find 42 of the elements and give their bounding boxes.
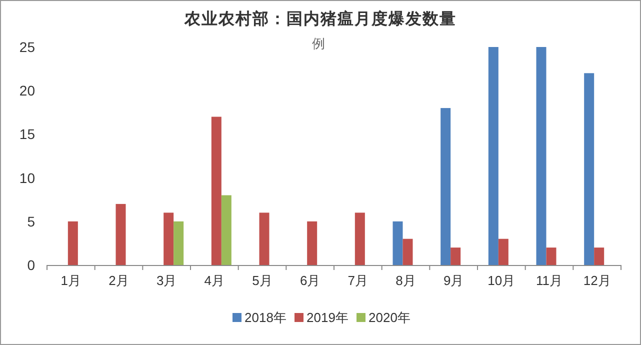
x-tick-label: 5月 (252, 273, 272, 288)
y-tick-label: 20 (19, 82, 36, 99)
bar (594, 248, 604, 265)
x-tick-label: 10月 (488, 273, 516, 288)
bar (546, 248, 556, 265)
y-tick-label: 0 (27, 257, 36, 273)
bar (584, 73, 594, 265)
x-tick-label: 7月 (348, 273, 368, 288)
bar (259, 212, 270, 265)
bar (498, 238, 508, 265)
y-tick-label: 15 (19, 126, 36, 142)
x-tick-label: 2月 (108, 273, 129, 288)
bar (536, 47, 546, 265)
legend-label: 2020年 (368, 310, 410, 325)
bar (211, 116, 222, 265)
legend-label: 2018年 (244, 310, 286, 325)
bar (392, 221, 403, 265)
bar (307, 221, 318, 265)
bar (164, 212, 174, 265)
bar (116, 204, 126, 265)
y-tick-label: 5 (27, 213, 36, 230)
x-tick-label: 3月 (156, 273, 177, 288)
bar (221, 195, 232, 265)
x-tick-label: 6月 (300, 273, 320, 288)
legend-label: 2019年 (306, 310, 348, 325)
x-tick-label: 9月 (443, 273, 464, 288)
x-tick-label: 8月 (396, 273, 416, 288)
bar (450, 248, 461, 265)
x-tick-label: 12月 (583, 273, 611, 288)
chart-title: 农业农村部：国内猪瘟月度爆发数量 (184, 9, 456, 28)
y-tick-label: 10 (19, 170, 36, 186)
bar (68, 221, 78, 265)
bar (402, 238, 413, 265)
x-tick-label: 1月 (60, 273, 82, 288)
x-tick-label: 4月 (204, 273, 225, 288)
bar (440, 108, 451, 265)
bar (488, 47, 498, 265)
bar (354, 212, 365, 265)
x-tick-label: 11月 (536, 273, 562, 288)
chart-subtitle: 例 (312, 36, 325, 51)
bar (174, 221, 184, 265)
y-tick-label: 25 (19, 39, 36, 55)
